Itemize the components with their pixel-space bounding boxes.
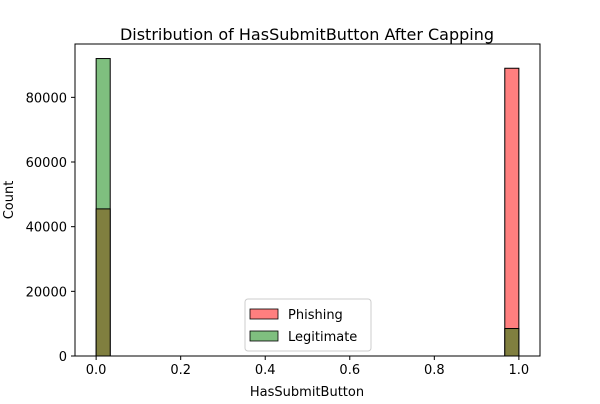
legend-label-phishing: Phishing [288,308,343,323]
legend-label-legitimate: Legitimate [288,330,357,345]
legend-swatch-phishing [249,308,279,320]
chart-title: Distribution of HasSubmitButton After Ca… [120,25,494,44]
legend: Phishing Legitimate [244,298,372,352]
x-tick-label: 1.0 [509,363,530,378]
x-axis-ticks: 0.0 0.2 0.4 0.6 0.8 1.0 [86,356,529,378]
y-tick-label: 20000 [26,285,67,300]
y-tick-label: 60000 [26,156,67,171]
x-axis-label: HasSubmitButton [250,385,364,400]
y-tick-label: 40000 [26,221,67,236]
x-tick-label: 0.0 [86,363,107,378]
y-axis-ticks: 0 20000 40000 60000 80000 [26,91,75,365]
bar-overlap-0 [95,208,111,357]
bar-overlap-1 [504,328,520,357]
x-tick-label: 0.6 [339,363,360,378]
plot-frame [74,43,541,357]
x-tick-label: 0.8 [424,363,445,378]
bar-phishing-1 [504,67,520,357]
y-tick-label: 0 [59,350,67,365]
y-axis-label: Count [2,181,17,220]
legend-swatch-legitimate [249,330,279,342]
y-tick-label: 80000 [26,91,67,106]
x-tick-label: 0.4 [255,363,276,378]
x-tick-label: 0.2 [170,363,191,378]
